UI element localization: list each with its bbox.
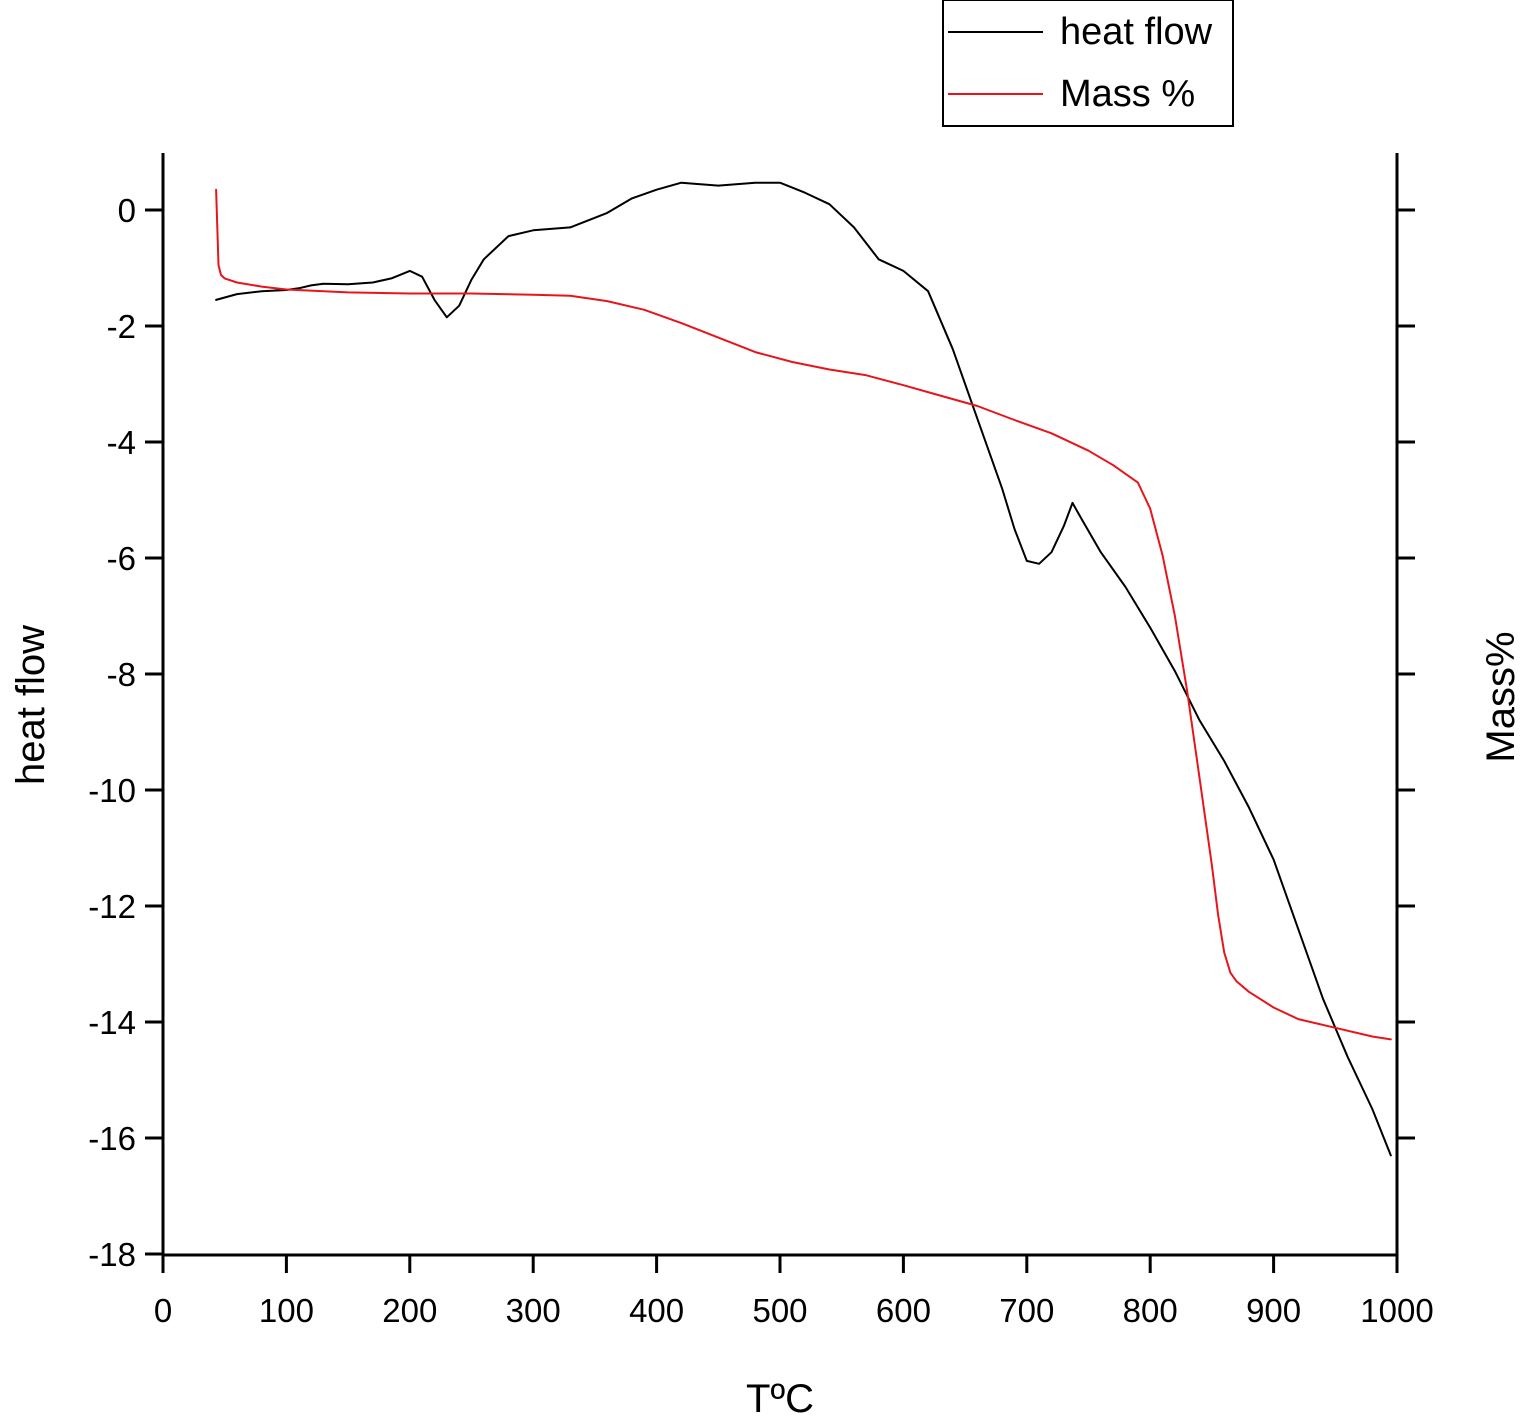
y-tick-label: -2 <box>107 308 136 345</box>
y-tick-label: -14 <box>88 1004 136 1041</box>
x-tick-label: 400 <box>629 1292 684 1329</box>
x-tick-label: 800 <box>1123 1292 1178 1329</box>
y-tick-label: -10 <box>88 772 136 809</box>
x-tick-label: 100 <box>259 1292 314 1329</box>
x-tick-label: 0 <box>154 1292 172 1329</box>
x-tick-label: 600 <box>876 1292 931 1329</box>
x-tick-label: 700 <box>999 1292 1054 1329</box>
x-tick-label: 1000 <box>1360 1292 1433 1329</box>
series-line-heat-flow <box>215 181 1392 1157</box>
series-layer <box>215 181 1392 1157</box>
y-tick-label: -8 <box>107 656 136 693</box>
x-tick-label: 500 <box>752 1292 807 1329</box>
x-tick-label: 900 <box>1246 1292 1301 1329</box>
series-line-mass <box>215 188 1392 1041</box>
legend-label-heat-flow: heat flow <box>1060 11 1213 53</box>
y-tick-label: -16 <box>88 1120 136 1157</box>
x-tick-label: 300 <box>506 1292 561 1329</box>
x-ticks: 0 100 200 300 400 500 600 700 800 900 1000 <box>154 1255 1434 1329</box>
y-tick-label: 0 <box>118 192 136 229</box>
y-ticks: 0 -2 -4 -6 -8 -10 -12 -14 -16 -18 <box>88 192 163 1273</box>
y-tick-label: -12 <box>88 888 136 925</box>
y-axis-title: heat flow <box>9 625 53 785</box>
legend-label-mass: Mass % <box>1060 73 1195 115</box>
y2-ticks <box>1397 208 1415 1140</box>
x-tick-label: 200 <box>382 1292 437 1329</box>
y-tick-label: -6 <box>107 540 136 577</box>
y-tick-label: -18 <box>88 1236 136 1273</box>
y-tick-label: -4 <box>107 424 136 461</box>
y2-axis-title: Mass% <box>1479 631 1523 762</box>
legend: heat flow Mass % <box>942 0 1234 127</box>
legend-box <box>942 0 1234 127</box>
x-axis-title: TºC <box>746 1377 814 1421</box>
